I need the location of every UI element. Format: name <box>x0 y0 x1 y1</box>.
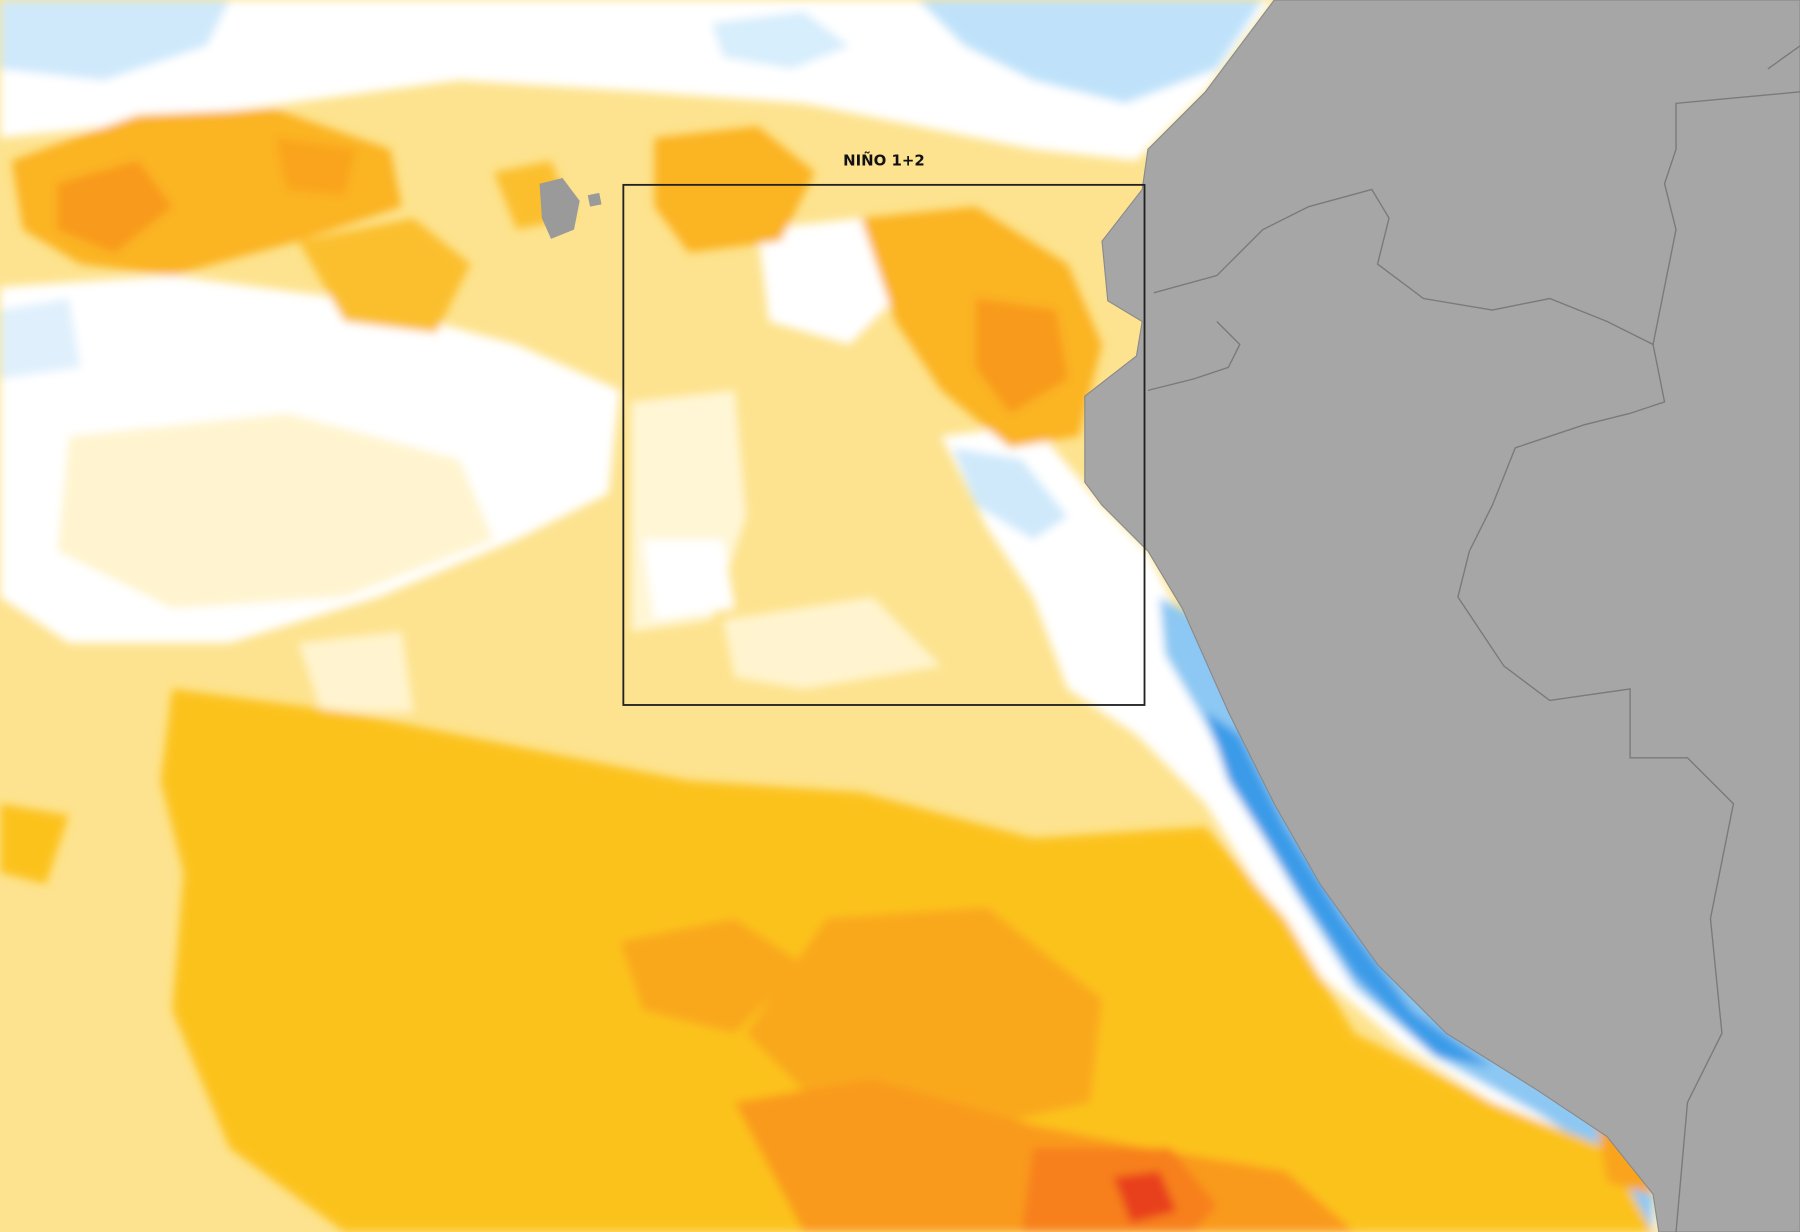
anomaly-field <box>0 0 1659 1232</box>
island <box>587 192 602 207</box>
land <box>1084 0 1800 1232</box>
country-borders <box>1147 45 1800 1232</box>
island <box>539 177 580 239</box>
nino-region-box <box>622 183 1146 706</box>
region-label: NIÑO 1+2 <box>843 151 925 169</box>
